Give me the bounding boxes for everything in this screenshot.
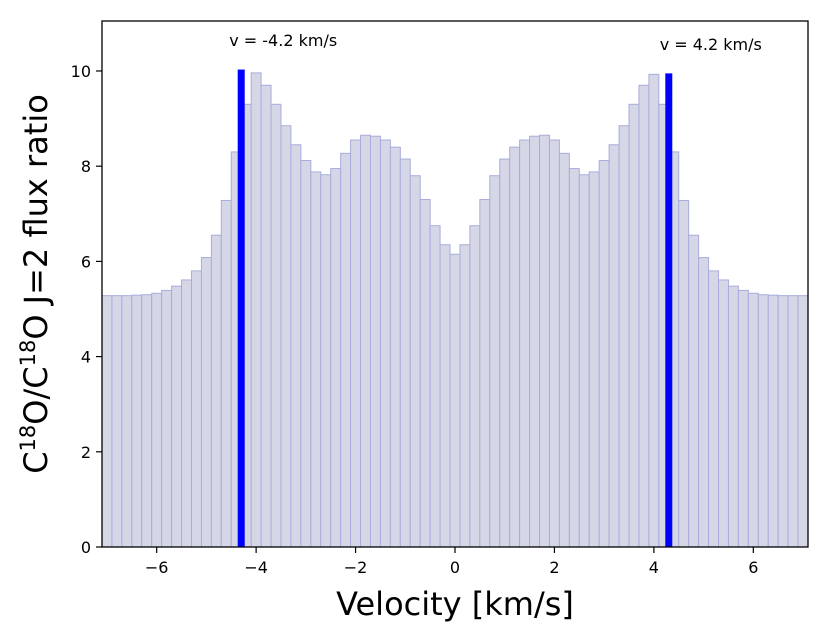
histogram-bar — [588, 171, 600, 548]
histogram-bar — [260, 84, 272, 548]
y-label-superscript: 18 — [16, 340, 40, 367]
histogram-bar — [210, 234, 222, 548]
histogram-bar — [519, 139, 531, 548]
histogram-bar — [429, 225, 441, 548]
histogram-bar — [220, 199, 232, 548]
histogram-bar — [290, 144, 302, 548]
histogram-bar — [628, 103, 640, 548]
histogram-bar — [379, 139, 391, 548]
x-tick-label: 6 — [748, 558, 758, 577]
histogram-bar — [568, 168, 580, 548]
highlight-bar-negative — [237, 69, 245, 548]
histogram-bar — [171, 285, 183, 548]
y-label-superscript: 18 — [16, 425, 40, 452]
y-tick-label: 0 — [81, 538, 91, 557]
histogram-bar — [499, 158, 511, 548]
histogram-bar — [141, 294, 153, 548]
histogram-bar — [598, 159, 610, 548]
highlight-bars — [237, 69, 673, 548]
y-label-part: C — [17, 451, 55, 473]
histogram-bar — [787, 295, 799, 548]
histogram-bar — [489, 175, 501, 548]
histogram-bar — [469, 225, 481, 548]
histogram-bar — [101, 295, 113, 548]
histogram-bar — [330, 168, 342, 548]
histogram-bar — [161, 289, 173, 548]
histogram-bar — [389, 146, 401, 548]
y-tick-label: 10 — [71, 62, 91, 81]
histogram-bar — [310, 171, 322, 548]
x-tick-label: −2 — [344, 558, 368, 577]
histogram-bar — [548, 139, 560, 548]
y-tick-label: 6 — [81, 252, 91, 271]
x-tick-label: −6 — [145, 558, 169, 577]
histogram-bar — [698, 257, 710, 548]
histogram-bars — [101, 72, 809, 548]
histogram-bar — [578, 174, 590, 548]
histogram-bar — [419, 199, 431, 548]
annotation-negative-velocity: v = -4.2 km/s — [229, 31, 337, 50]
y-axis-ticks: 0 2 4 6 8 10 — [71, 62, 102, 557]
histogram-bar — [688, 234, 700, 548]
histogram-bar — [320, 174, 332, 548]
x-axis-ticks: −6 −4 −2 0 2 4 6 — [145, 547, 758, 577]
histogram-bar — [369, 135, 381, 548]
histogram-bar — [399, 158, 411, 548]
x-axis-label: Velocity [km/s] — [336, 585, 574, 623]
histogram-bar — [111, 295, 123, 548]
histogram-bar — [747, 292, 759, 548]
histogram-bar — [618, 125, 630, 548]
x-tick-label: −4 — [244, 558, 268, 577]
highlight-bar-positive — [665, 73, 673, 547]
y-label-part: O J=2 flux ratio — [17, 94, 55, 339]
histogram-bar — [350, 139, 362, 548]
histogram-bar — [121, 295, 133, 548]
histogram-bar — [250, 72, 262, 548]
histogram-bar — [200, 257, 212, 548]
y-tick-label: 8 — [81, 157, 91, 176]
histogram-bar — [608, 144, 620, 548]
annotation-positive-velocity: v = 4.2 km/s — [660, 35, 762, 54]
histogram-bar — [797, 295, 809, 548]
histogram-bar — [708, 270, 720, 548]
histogram-bar — [300, 159, 312, 548]
histogram-bar — [439, 244, 451, 548]
histogram-bar — [479, 199, 491, 548]
histogram-bar — [529, 135, 541, 548]
histogram-bar — [757, 294, 769, 548]
y-tick-label: 2 — [81, 443, 91, 462]
histogram-bar — [648, 73, 660, 548]
histogram-bar — [459, 244, 471, 548]
histogram-bar — [270, 103, 282, 548]
x-tick-label: 0 — [450, 558, 460, 577]
histogram-bar — [131, 294, 143, 548]
x-tick-label: 2 — [549, 558, 559, 577]
histogram-bar — [737, 289, 749, 548]
y-axis-label: C18O/C18O J=2 flux ratio — [16, 94, 55, 474]
histogram-bar — [449, 253, 461, 548]
histogram-bar — [181, 279, 192, 548]
histogram-bar — [718, 279, 729, 548]
histogram-bar — [558, 152, 570, 548]
histogram-bar — [638, 84, 650, 548]
histogram-bar — [767, 294, 779, 548]
histogram-bar — [777, 295, 789, 548]
histogram-bar — [190, 270, 202, 548]
histogram-bar — [409, 175, 421, 548]
y-tick-label: 4 — [81, 348, 91, 367]
histogram-bar — [727, 285, 739, 548]
x-tick-label: 4 — [649, 558, 659, 577]
histogram-bar — [280, 125, 292, 548]
histogram-bar — [340, 152, 352, 548]
histogram-bar — [151, 292, 163, 548]
histogram-bar — [360, 134, 371, 548]
y-label-part: O/C — [17, 366, 55, 424]
histogram-bar — [539, 134, 550, 548]
histogram-bar — [509, 146, 521, 548]
annotations: v = -4.2 km/s v = 4.2 km/s — [229, 31, 762, 54]
histogram-bar — [678, 199, 690, 548]
